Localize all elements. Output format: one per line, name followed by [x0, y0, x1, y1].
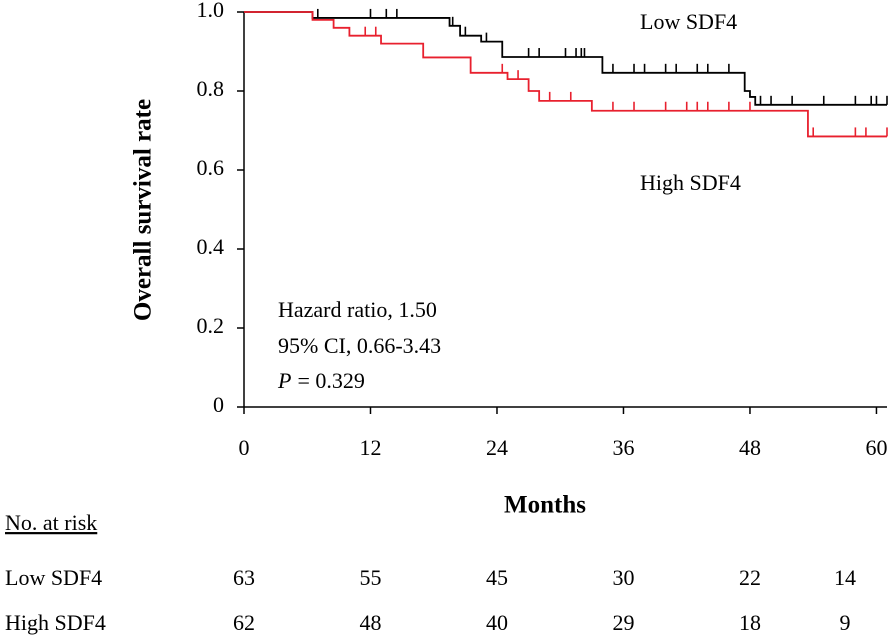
x-tick-label: 0: [239, 435, 250, 460]
x-tick-label: 48: [739, 435, 761, 460]
risk-count: 48: [359, 610, 381, 635]
x-tick-label: 60: [865, 435, 887, 460]
p-symbol: P: [277, 368, 291, 393]
risk-row-label: High SDF4: [5, 610, 106, 635]
risk-row-label: Low SDF4: [5, 565, 102, 590]
x-tick-label: 12: [359, 435, 381, 460]
risk-count: 63: [233, 565, 255, 590]
survival-curve: [244, 11, 887, 106]
y-tick-label: 0: [213, 392, 224, 417]
y-axis-title: Overall survival rate: [130, 99, 157, 321]
risk-count: 9: [840, 610, 851, 635]
y-tick-label: 1.0: [197, 0, 225, 22]
y-tick-label: 0.4: [197, 234, 225, 259]
risk-count: 55: [359, 565, 381, 590]
y-tick-label: 0.6: [197, 155, 225, 180]
x-axis-title: Months: [504, 492, 586, 519]
risk-count: 45: [486, 565, 508, 590]
legend-label: Low SDF4: [640, 9, 737, 34]
risk-count: 14: [834, 565, 856, 590]
risk-count: 22: [739, 565, 761, 590]
risk-count: 62: [233, 610, 255, 635]
p-value: = 0.329: [297, 368, 364, 393]
y-tick-label: 0.2: [197, 313, 225, 338]
risk-count: 30: [612, 565, 634, 590]
survival-curve: [244, 11, 887, 138]
risk-count: 40: [486, 610, 508, 635]
p-annotation: P = 0.329: [277, 368, 365, 393]
legend-label: High SDF4: [640, 170, 741, 195]
x-tick-label: 36: [612, 435, 634, 460]
risk-count: 18: [739, 610, 761, 635]
y-tick-label: 0.8: [197, 76, 225, 101]
x-tick-label: 24: [486, 435, 508, 460]
annotation: 95% CI, 0.66-3.43: [278, 333, 441, 358]
risk-title: No. at risk: [5, 510, 97, 535]
risk-count: 29: [612, 610, 634, 635]
annotation: Hazard ratio, 1.50: [278, 297, 437, 322]
